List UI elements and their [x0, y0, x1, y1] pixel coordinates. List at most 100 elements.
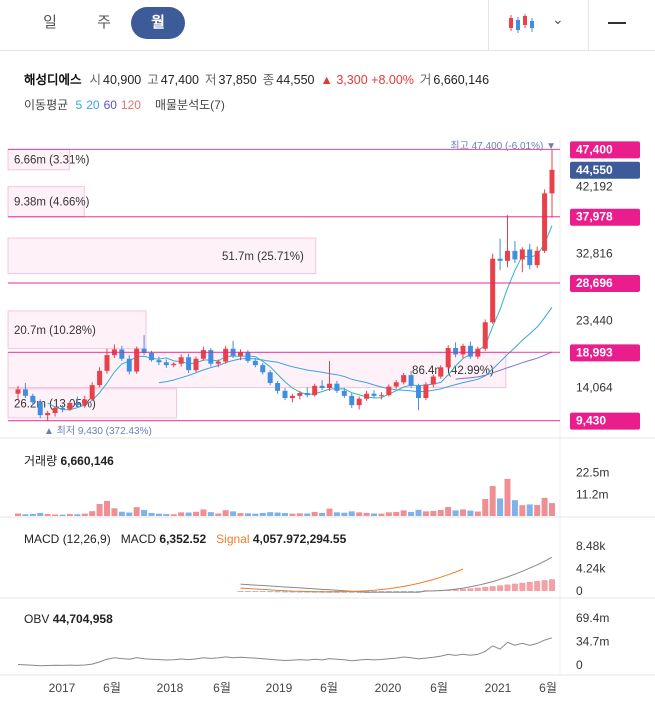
volume-bar — [497, 498, 504, 516]
volume-bar — [185, 512, 192, 516]
macd-tick-label: 8.48k — [576, 539, 606, 553]
volume-profile-bar — [7, 310, 147, 350]
volume-tick-label: 11.2m — [576, 487, 608, 501]
candle — [126, 358, 132, 372]
candle — [223, 348, 229, 362]
candle — [215, 361, 221, 364]
candle — [505, 250, 510, 261]
volume-profile-bar — [7, 237, 317, 275]
period-tabs: 일 주 월 ⌄ — [0, 0, 655, 51]
candle — [542, 193, 548, 251]
candle — [178, 357, 184, 364]
macd-histogram-bar — [378, 591, 385, 593]
candle — [460, 345, 466, 355]
candle — [22, 389, 28, 396]
obv-tick-label: 34.7m — [576, 635, 609, 649]
candle — [45, 413, 51, 416]
tab-monthly[interactable]: 월 — [131, 7, 185, 39]
price-tag-label: 37,978 — [576, 210, 613, 224]
candle — [341, 390, 347, 396]
obv-line — [17, 637, 553, 667]
macd-histogram-bar — [534, 581, 541, 591]
x-tick-label: 2018 — [157, 681, 184, 695]
volume-bar — [341, 512, 348, 516]
chevron-down-icon[interactable]: ⌄ — [552, 11, 564, 27]
divider — [588, 0, 589, 50]
volume-bar — [259, 512, 266, 516]
candle — [378, 395, 384, 397]
macd-histogram-bar — [244, 591, 251, 592]
volume-bar — [200, 509, 207, 516]
volume-bar — [415, 509, 422, 516]
candle — [319, 385, 325, 388]
volume-bar — [126, 512, 133, 516]
macd-histogram-bar — [467, 588, 474, 591]
macd-histogram-bar — [385, 591, 392, 593]
volume-bar — [267, 512, 274, 516]
candle — [401, 375, 407, 383]
candle — [30, 395, 36, 403]
candle — [416, 385, 421, 398]
tab-daily[interactable]: 일 — [43, 14, 57, 31]
change-value: ▲ 3,300 — [320, 73, 368, 87]
macd-histogram-bar — [489, 586, 496, 591]
obv-value: 44,704,958 — [52, 612, 113, 626]
macd-tick-label: 4.24k — [576, 562, 606, 576]
candle — [104, 355, 110, 371]
volume-bar — [22, 514, 29, 516]
volume-bar — [59, 514, 66, 516]
macd-histogram-bar — [526, 581, 533, 591]
candle — [438, 367, 444, 377]
volume-bar — [363, 512, 370, 516]
macd-histogram-bar — [460, 588, 466, 591]
candle — [67, 403, 73, 410]
volume-bar — [333, 512, 340, 516]
candle — [89, 385, 95, 400]
high-label: 고 — [147, 73, 159, 87]
candle — [97, 370, 103, 386]
x-tick-label: 2019 — [266, 681, 293, 695]
candle — [327, 383, 332, 388]
macd-histogram-bar — [452, 589, 459, 591]
volume-bar — [96, 504, 103, 516]
ma-legend[interactable]: 이동평균 5 20 60 120 매물분석도(7) — [24, 96, 229, 113]
volume-bar — [118, 511, 125, 516]
volume-bar — [296, 513, 303, 516]
y-tick-label: 23,440 — [576, 314, 613, 328]
candle — [445, 348, 451, 368]
volume-bar — [282, 513, 288, 516]
volume-bar — [178, 512, 185, 516]
macd-histogram-bar — [237, 591, 244, 592]
macd-histogram-bar — [504, 584, 511, 591]
candle — [386, 386, 392, 396]
candle — [37, 402, 43, 416]
candle — [453, 348, 459, 355]
ma60-line — [455, 351, 553, 380]
volume-bar — [66, 514, 73, 516]
menu-icon[interactable] — [608, 22, 626, 24]
candle — [334, 383, 340, 391]
volume-bar — [504, 478, 511, 516]
macd-line — [240, 556, 553, 593]
macd-title: MACD — [24, 532, 60, 546]
macd-histogram-bar — [511, 583, 518, 591]
volume-bar — [326, 508, 333, 516]
open-value: 40,900 — [103, 73, 142, 87]
tab-weekly[interactable]: 주 — [97, 14, 111, 31]
macd-histogram-bar — [267, 591, 274, 593]
candle — [74, 403, 80, 406]
ma-5: 5 — [75, 98, 83, 112]
volume-bar — [244, 513, 251, 516]
macd-histogram-bar — [482, 586, 489, 591]
macd-histogram-bar — [541, 580, 548, 591]
candle — [408, 375, 414, 386]
candle — [534, 250, 540, 266]
volume-bar — [252, 513, 259, 516]
change-percent: +8.00% — [371, 73, 414, 87]
macd-histogram-bar — [408, 591, 415, 592]
macd-histogram-bar — [497, 585, 504, 591]
chart-type-button[interactable] — [508, 12, 536, 39]
candle — [304, 393, 310, 396]
volume-bar — [489, 486, 496, 516]
